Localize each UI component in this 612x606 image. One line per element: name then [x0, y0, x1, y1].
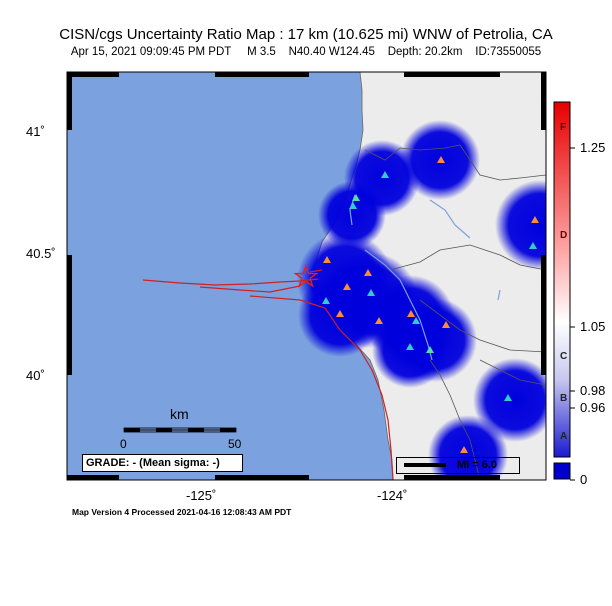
- map-version-footer: Map Version 4 Processed 2021-04-16 12:08…: [72, 507, 292, 517]
- scale-tick-50: 50: [228, 437, 242, 451]
- cb-tick-0-96: 0.96: [580, 400, 606, 415]
- cb-letter-d: D: [560, 230, 568, 241]
- epicenter-star-icon: [293, 263, 319, 288]
- event-depth: Depth: 20.2km: [387, 46, 463, 58]
- grade-box: GRADE: - (Mean sigma: -): [82, 454, 243, 472]
- scale-unit: km: [170, 406, 189, 422]
- map-title: CISN/cgs Uncertainty Ratio Map : 17 km (…: [59, 26, 553, 43]
- cb-letter-b: B: [560, 393, 568, 404]
- mi-legend-label: MI = 6.0: [457, 459, 498, 471]
- cb-tick-0-98: 0.98: [580, 383, 606, 398]
- boundary-lines: [364, 144, 546, 480]
- cb-letter-c: C: [560, 351, 568, 362]
- cb-tick-0: 0: [580, 472, 588, 487]
- event-datetime: Apr 15, 2021 09:09:45 PM PDT: [70, 46, 232, 58]
- event-info: Apr 15, 2021 09:09:45 PM PDT M 3.5 N40.4…: [0, 46, 612, 58]
- lon-tick-124: -124˚: [377, 488, 408, 503]
- cb-tick-1-25: 1.25: [580, 140, 606, 155]
- fault-lines: [142, 269, 394, 480]
- scale-tick-0: 0: [120, 437, 127, 451]
- mi-legend-box: MI = 6.0: [396, 457, 520, 474]
- seismic-stations: [322, 156, 539, 453]
- lon-tick-125: -125˚: [186, 488, 217, 503]
- event-magnitude: M 3.5: [247, 46, 276, 58]
- lat-tick-41: 41˚: [26, 124, 45, 139]
- map-border-scale: [67, 72, 546, 480]
- event-location: N40.40 W124.45: [288, 46, 375, 58]
- coverage-zones: [297, 120, 546, 480]
- cb-letter-f: F: [560, 122, 567, 133]
- map-area: [67, 72, 546, 480]
- colorbar: [553, 101, 575, 481]
- lat-tick-40-5: 40.5˚: [26, 246, 56, 261]
- cb-tick-1-05: 1.05: [580, 319, 606, 334]
- cb-letter-a: A: [560, 431, 568, 442]
- lat-tick-40: 40˚: [26, 368, 45, 383]
- event-id: ID:73550055: [475, 46, 542, 58]
- km-scale-bar: [123, 427, 237, 433]
